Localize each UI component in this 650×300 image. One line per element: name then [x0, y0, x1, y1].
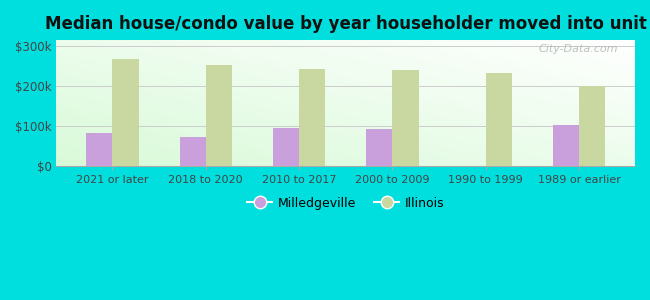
Legend: Milledgeville, Illinois: Milledgeville, Illinois [242, 192, 449, 214]
Title: Median house/condo value by year householder moved into unit: Median house/condo value by year househo… [45, 15, 647, 33]
Bar [579, 85, 605, 166]
Bar [366, 129, 393, 166]
Bar [299, 69, 325, 166]
Bar [486, 73, 512, 166]
Bar [206, 65, 232, 166]
Bar [393, 70, 419, 166]
Bar [273, 128, 299, 166]
Bar [553, 125, 579, 166]
Bar [179, 137, 206, 166]
Bar [86, 133, 112, 166]
Bar [112, 59, 138, 166]
Text: City-Data.com: City-Data.com [538, 44, 617, 54]
